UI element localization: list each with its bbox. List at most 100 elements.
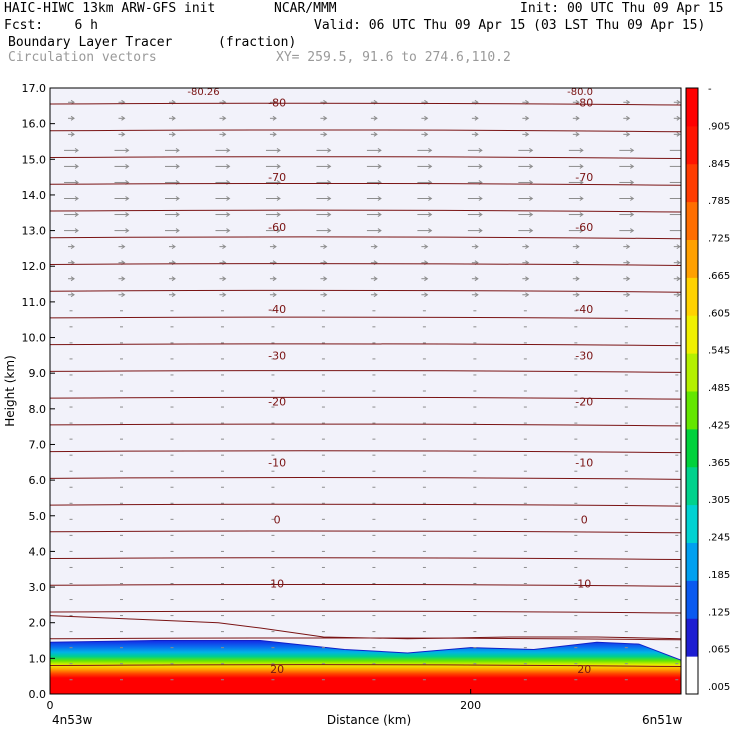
vector-arrowhead (226, 228, 231, 234)
vector-arrowhead (125, 212, 130, 217)
vector-arrowhead (74, 212, 79, 217)
contour-label: 20 (577, 663, 591, 676)
vector-arrowhead (323, 276, 328, 282)
vector-arrowhead (525, 131, 530, 137)
vector-arrowhead (373, 276, 378, 282)
temperature-contour (50, 370, 681, 373)
y-axis-label: Height (km) (3, 355, 17, 426)
vector-arrowhead (529, 228, 534, 234)
colorbar-segment (686, 618, 698, 657)
vector-arrowhead (626, 276, 631, 282)
vector-arrowhead (175, 228, 180, 234)
vector-arrowhead (529, 196, 534, 201)
temperature-contour (50, 396, 681, 400)
contour-label: -70 (575, 171, 593, 184)
vector-arrowhead (125, 147, 130, 153)
vector-arrowhead (579, 228, 584, 234)
vector-arrowhead (478, 212, 483, 217)
vector-arrowhead (474, 131, 479, 137)
vector-arrowhead (474, 276, 479, 282)
contour-label: 10 (270, 577, 284, 590)
vector-field (64, 99, 681, 681)
vector-arrowhead (125, 228, 130, 234)
vector-arrowhead (525, 244, 530, 250)
contour-label: -40 (268, 303, 286, 316)
colorbar-frame (685, 87, 699, 695)
plot-frame (49, 87, 682, 695)
vector-arrowhead (276, 147, 281, 153)
colorbar-label: .785 (708, 196, 730, 207)
colorbar-segment (686, 125, 698, 165)
temperature-contour (50, 557, 681, 561)
vector-arrowhead (630, 196, 635, 201)
contour-label-top: -80.26 (187, 87, 219, 98)
colorbar-label: .725 (708, 234, 730, 245)
vector-arrowhead (70, 115, 75, 121)
y-tick-label: 7.0 (29, 438, 47, 451)
model-title: HAIC-HIWC 13km ARW-GFS init (4, 1, 216, 16)
temperature-contour (50, 129, 681, 133)
colorbar-segment (686, 88, 698, 127)
vector-arrowhead (424, 292, 429, 298)
vector-arrowhead (171, 131, 176, 137)
vector-arrowhead (272, 115, 277, 121)
vector-arrowhead (327, 147, 332, 153)
vector-arrowhead (424, 115, 429, 121)
vector-arrowhead (474, 115, 479, 121)
vector-arrowhead (428, 164, 433, 169)
vector-arrowhead (74, 164, 79, 169)
y-tick-label: 11.0 (22, 296, 47, 309)
vector-arrowhead (529, 164, 534, 169)
x-tick-label: 200 (460, 699, 481, 712)
vector-arrowhead (575, 99, 580, 105)
colorbar-label: .425 (708, 420, 730, 431)
contour-label: -40 (575, 303, 593, 316)
vector-arrowhead (676, 99, 681, 105)
vector-arrowhead (575, 131, 580, 137)
vector-arrowhead (70, 244, 75, 250)
vector-arrowhead (70, 292, 75, 298)
colorbar-label: - (708, 84, 712, 95)
vector-arrowhead (626, 99, 631, 105)
vector-arrowhead (121, 276, 126, 282)
temperature-contour (50, 610, 681, 614)
vector-arrowhead (630, 180, 635, 185)
contour-label: -60 (268, 221, 286, 234)
vector-arrowhead (676, 276, 681, 282)
vector-arrowhead (121, 244, 126, 250)
vector-arrowhead (428, 228, 433, 234)
vector-arrowhead (272, 131, 277, 137)
contour-label: 20 (270, 663, 284, 676)
vector-arrowhead (474, 292, 479, 298)
colorbar-label: .365 (708, 458, 730, 469)
vector-arrowhead (175, 164, 180, 169)
vector-arrowhead (478, 164, 483, 169)
temperature-contour (50, 450, 681, 454)
colorbar-label: .065 (708, 645, 730, 656)
vector-arrowhead (575, 276, 580, 282)
y-tick-label: 2.0 (29, 617, 47, 630)
colorbar-segment (686, 201, 698, 240)
vector-arrowhead (171, 292, 176, 298)
vector-arrowhead (323, 131, 328, 137)
y-tick-label: 17.0 (22, 82, 47, 95)
colorbar-segment (686, 315, 698, 354)
vector-arrowhead (424, 244, 429, 250)
vector-arrowhead (226, 196, 231, 201)
vector-arrowhead (424, 131, 429, 137)
vector-arrowhead (121, 292, 126, 298)
vector-arrowhead (474, 244, 479, 250)
colorbar-label: .665 (708, 271, 730, 282)
vector-arrowhead (626, 244, 631, 250)
cross-section-coords: XY= 259.5, 91.6 to 274.6,110.2 (276, 50, 511, 65)
init-time: Init: 00 UTC Thu 09 Apr 15 (520, 1, 724, 16)
vector-arrowhead (377, 196, 382, 201)
vector-arrowhead (74, 147, 79, 153)
vector-arrowhead (428, 147, 433, 153)
y-tick-label: 4.0 (29, 545, 47, 558)
vector-arrowhead (125, 196, 130, 201)
forecast-hour: Fcst: 6 h (4, 18, 98, 33)
colorbar-label: .605 (708, 308, 730, 319)
vector-arrowhead (222, 276, 227, 282)
vector-arrowhead (575, 115, 580, 121)
